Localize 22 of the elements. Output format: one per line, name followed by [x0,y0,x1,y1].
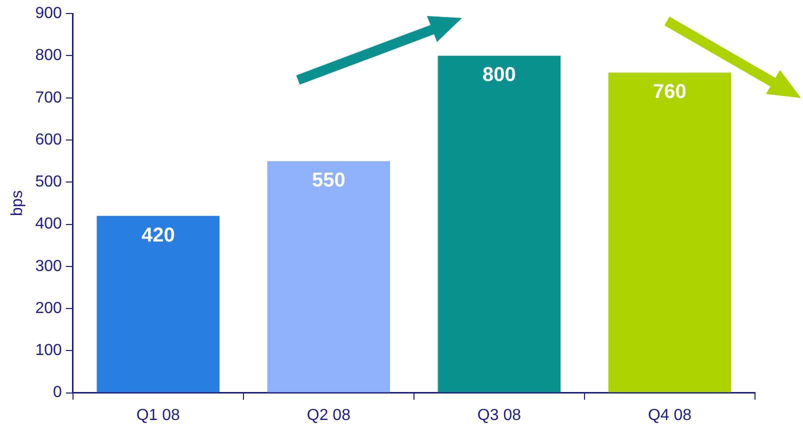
x-tick-label: Q2 08 [306,406,351,424]
bar [438,56,561,392]
data-label: 760 [653,81,686,104]
y-tick-label: 400 [35,216,62,233]
y-tick-label: 900 [35,5,62,22]
x-tick-label: Q1 08 [136,406,180,424]
y-tick-label: 300 [35,258,62,275]
bar [267,161,390,392]
x-tick-label: Q4 08 [648,406,692,424]
y-tick-label: 600 [35,131,62,148]
y-axis-title: bps [9,190,26,216]
y-tick-label: 800 [35,47,62,64]
y-tick-label: 500 [35,174,62,191]
data-label: 550 [312,170,346,192]
y-tick-label: 0 [52,384,62,402]
y-tick-label: 100 [35,342,62,360]
x-tick-label: Q3 08 [477,406,522,424]
y-tick-label: 200 [35,300,62,317]
data-label: 800 [482,64,516,86]
y-tick-label: 700 [35,89,62,106]
data-label: 420 [141,224,175,246]
bar [96,216,220,392]
